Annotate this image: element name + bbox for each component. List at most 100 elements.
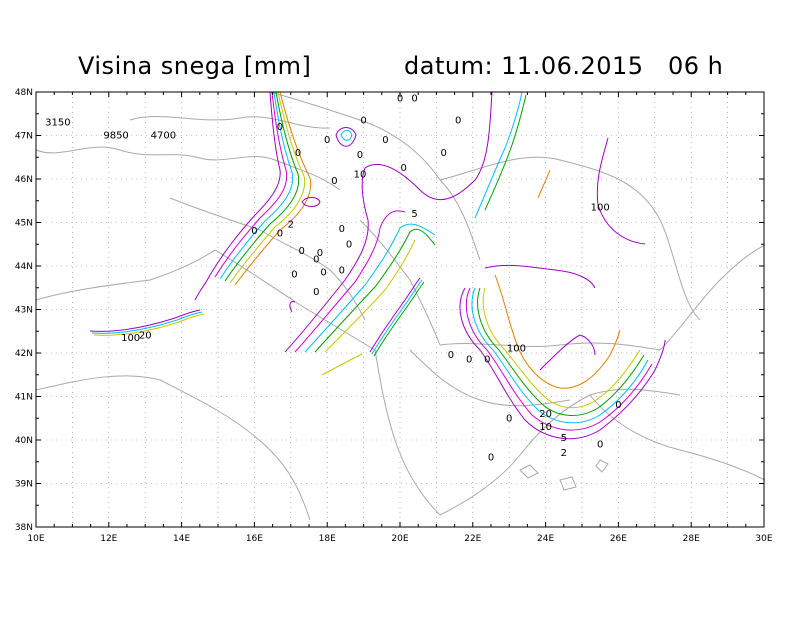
lon-tick-label: 16E [246, 534, 263, 544]
contour-closed-hr [301, 197, 321, 207]
contour-10-italy [91, 311, 203, 334]
contour-2-ukraine [484, 264, 596, 289]
contour-closed-hu-inner [340, 130, 353, 141]
contour-5-center [294, 210, 406, 353]
contour-2-italy [89, 309, 201, 332]
contour-50-south [482, 287, 641, 409]
graticule [36, 92, 764, 527]
contour-label: 5 [411, 209, 417, 220]
station-value: 0 [360, 115, 366, 126]
lon-tick-label: 10E [27, 534, 44, 544]
station-value: 4700 [151, 131, 176, 142]
contour-20-center [314, 228, 436, 353]
contour-label: 2 [288, 220, 294, 231]
station-value: 100 [591, 202, 610, 213]
contour-closed-ba [289, 301, 296, 313]
station-value: 0 [313, 287, 319, 298]
contour-closed-hu [335, 127, 357, 147]
contour-20-west [224, 91, 300, 282]
lon-tick-label: 22E [464, 534, 481, 544]
station-value: 3150 [45, 117, 70, 128]
station-value: 0 [317, 248, 323, 259]
contour-label: 5 [561, 433, 567, 444]
border-austria [129, 115, 331, 129]
station-value: 0 [320, 268, 326, 279]
contour-label: 20 [139, 331, 152, 342]
station-value: 0 [466, 355, 472, 366]
lat-tick-label: 47N [15, 132, 33, 142]
station-value: 9850 [103, 131, 128, 142]
station-value: 0 [484, 355, 490, 366]
station-value: 0 [324, 135, 330, 146]
lat-tick-label: 45N [15, 219, 33, 229]
contour-label: 100 [121, 333, 140, 344]
border-alps [35, 146, 341, 191]
lon-tick-label: 12E [100, 534, 117, 544]
coast-italy-south [35, 375, 311, 521]
lat-tick-label: 48N [15, 88, 33, 98]
contour-5-south [465, 287, 653, 431]
lat-tick-label: 46N [15, 175, 33, 185]
contour-100-east [537, 169, 551, 199]
lat-tick-label: 42N [15, 349, 33, 359]
lat-tick-label: 44N [15, 262, 33, 272]
contour-label: 2 [561, 448, 567, 459]
coast-albania-greece [374, 349, 441, 516]
station-value: 0 [440, 148, 446, 159]
contour-50-center-b [321, 353, 363, 376]
contour-20-south [477, 287, 645, 416]
contour-20-east [484, 94, 527, 211]
station-value: 0 [277, 228, 283, 239]
station-value: 0 [299, 246, 305, 257]
border-dinaric [169, 197, 366, 321]
contour-50-west [229, 91, 306, 284]
station-value: 0 [488, 452, 494, 463]
border-serbia [359, 219, 441, 346]
station-value: 100 [507, 344, 526, 355]
border-greece [409, 349, 571, 407]
contour-2-serbia [369, 277, 421, 353]
lon-tick-label: 28E [683, 534, 700, 544]
lon-tick-label: 20E [391, 534, 408, 544]
snow-contours [89, 91, 666, 440]
contour-label: 10 [354, 170, 367, 181]
contour-2-west [194, 91, 281, 301]
lon-tick-label: 30E [755, 534, 772, 544]
station-value: 0 [382, 135, 388, 146]
lon-tick-label: 18E [319, 534, 336, 544]
contour-label: 20 [539, 409, 552, 420]
coast-adriatic-east [214, 249, 376, 351]
lat-tick-label: 39N [15, 480, 33, 490]
contour-10-south [471, 287, 649, 424]
contour-10-serbia [371, 279, 423, 355]
contour-10-west [219, 91, 294, 280]
lon-tick-label: 26E [610, 534, 627, 544]
station-value: 0 [277, 122, 283, 133]
lat-tick-label: 43N [15, 306, 33, 316]
islands-aegean [519, 459, 609, 491]
border-bulgaria [439, 342, 661, 351]
contour-2-far-east [596, 137, 646, 245]
station-value: 0 [346, 239, 352, 250]
contour-label: 10 [539, 422, 552, 433]
coast-black-sea [659, 244, 766, 351]
station-value: 0 [411, 94, 417, 105]
coast-italy-adriatic [35, 249, 216, 301]
station-value: 0 [339, 224, 345, 235]
contour-2-east [474, 91, 523, 219]
contour-10-center [304, 223, 436, 353]
station-value: 0 [331, 176, 337, 187]
coast-aegean [439, 388, 681, 516]
contour-50-italy [93, 313, 205, 336]
contour-5-west [214, 91, 288, 278]
lon-tick-label: 14E [173, 534, 190, 544]
station-value: 0 [251, 226, 257, 237]
lat-tick-label: 41N [15, 393, 33, 403]
contour-2-south [459, 287, 666, 440]
station-value: 0 [455, 115, 461, 126]
station-value: 0 [313, 254, 319, 265]
border-romania [439, 156, 701, 321]
station-value: 0 [448, 350, 454, 361]
